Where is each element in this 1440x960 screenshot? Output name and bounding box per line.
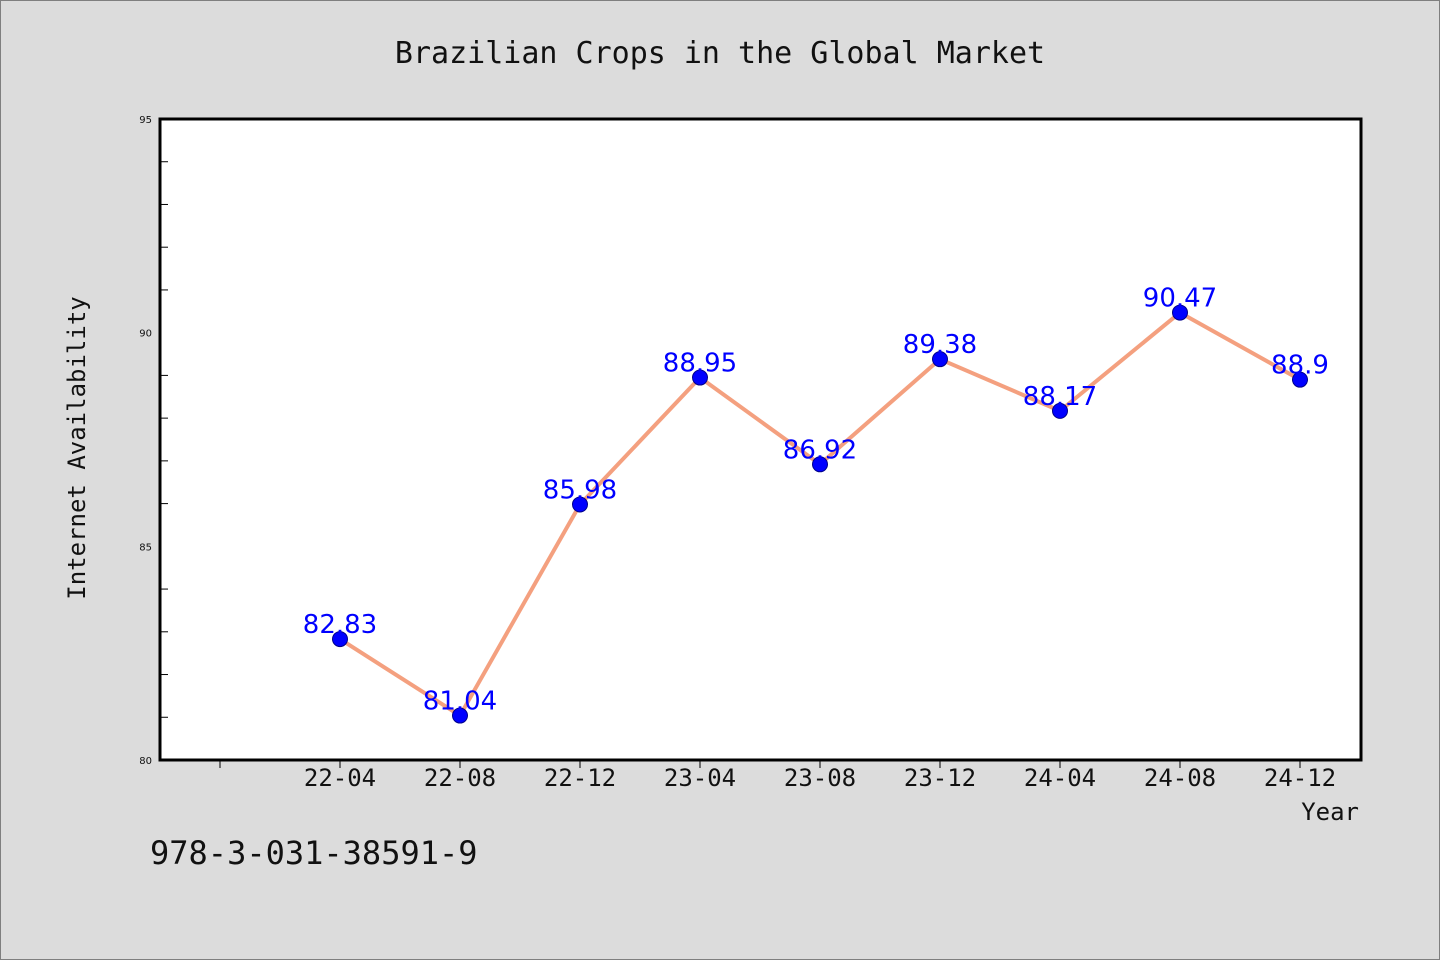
x-tick-label: 22-12 xyxy=(544,764,616,792)
x-tick-label: 23-04 xyxy=(664,764,736,792)
data-point xyxy=(932,351,948,368)
y-tick-label: 80 xyxy=(139,756,152,767)
data-label: 81.04 xyxy=(423,687,497,717)
data-label: 89.38 xyxy=(903,330,977,360)
y-tick-label: 85 xyxy=(139,542,152,553)
y-axis: 80 85 90 95 xyxy=(139,115,168,767)
x-tick-label: 23-12 xyxy=(904,764,976,792)
data-label: 90.47 xyxy=(1143,284,1217,314)
data-point xyxy=(1172,304,1188,321)
data-point xyxy=(1052,402,1068,419)
x-axis-label: Year xyxy=(1301,798,1359,826)
data-point xyxy=(332,631,348,648)
x-tick-label: 23-08 xyxy=(784,764,856,792)
data-label: 85.98 xyxy=(543,475,617,505)
data-point xyxy=(692,369,708,386)
data-label: 86.92 xyxy=(783,435,857,465)
plot-area xyxy=(158,117,1363,762)
series-line: 82.83 81.04 85.98 88.95 86.92 89.38 88.17 90.47… xyxy=(303,284,1329,724)
data-point xyxy=(452,707,468,724)
x-tick-label: 22-04 xyxy=(304,764,376,792)
y-tick-label: 95 xyxy=(139,115,152,126)
data-label: 82.83 xyxy=(303,610,377,640)
isbn-text: 978-3-031-38591-9 xyxy=(150,834,478,872)
x-axis: 22-04 22-08 22-12 23-04 23-08 23-12 24-04 24-08… xyxy=(219,760,1336,792)
y-axis-label: Internet Availability xyxy=(63,296,91,599)
x-tick-label: 24-08 xyxy=(1144,764,1216,792)
data-point xyxy=(812,456,828,473)
x-tick-label: 24-04 xyxy=(1024,764,1096,792)
data-point xyxy=(572,496,588,513)
x-tick-label: 22-08 xyxy=(424,764,496,792)
data-label: 88.9 xyxy=(1271,351,1329,381)
chart-title: Brazilian Crops in the Global Market xyxy=(395,36,1045,71)
x-tick-label: 24-12 xyxy=(1264,764,1336,792)
data-label: 88.95 xyxy=(663,349,737,379)
y-tick-label: 90 xyxy=(139,329,152,340)
data-point xyxy=(1292,371,1308,388)
data-label: 88.17 xyxy=(1023,382,1097,412)
